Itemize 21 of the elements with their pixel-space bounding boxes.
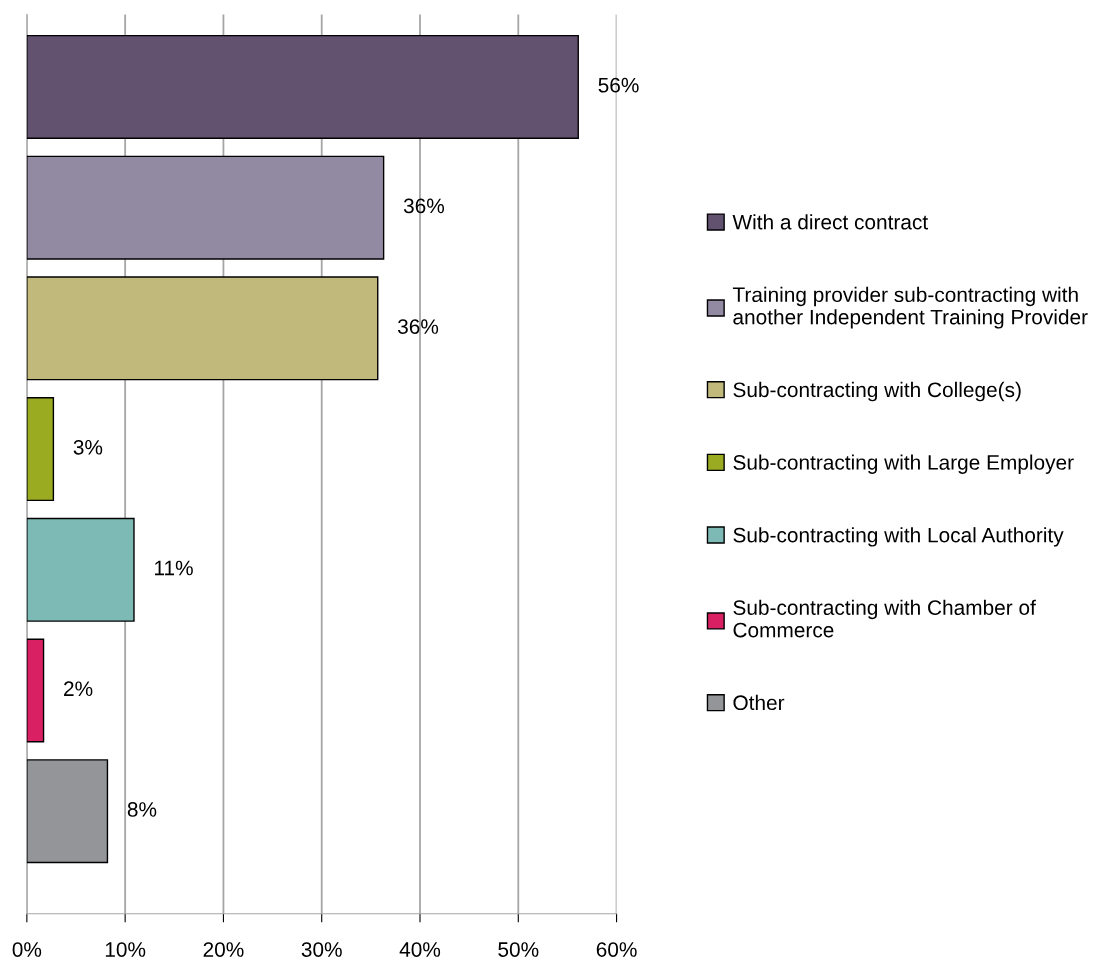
x-tick-label: 20% [203,942,244,957]
data-label: 2% [64,681,93,697]
data-label: 36% [403,198,445,214]
data-label: 8% [127,802,157,817]
data-label: 11% [155,560,193,576]
legend-label: Training provider sub-contracting with another Independent Training Provider [732,286,1088,329]
x-tick-label: 40% [399,942,441,957]
legend-label: Sub-contracting with Chamber of Commerce [733,599,1036,638]
legend-label: Sub-contracting with Local Authority [733,527,1064,547]
data-label: 56% [598,77,639,93]
data-label: 3% [73,439,103,455]
x-tick-label: 30% [301,942,342,957]
x-tick-label: 0% [12,942,42,957]
legend-label: Sub-contracting with Large Employer [733,454,1074,474]
legend-label: Other [733,694,785,711]
data-label: 36% [397,319,439,334]
legend-label: With a direct contract [732,214,928,230]
x-tick-label: 60% [596,942,637,957]
x-tick-label: 10% [105,942,146,957]
x-tick-label: 50% [498,942,539,957]
legend-label: Sub-contracting with College(s) [733,381,1021,402]
